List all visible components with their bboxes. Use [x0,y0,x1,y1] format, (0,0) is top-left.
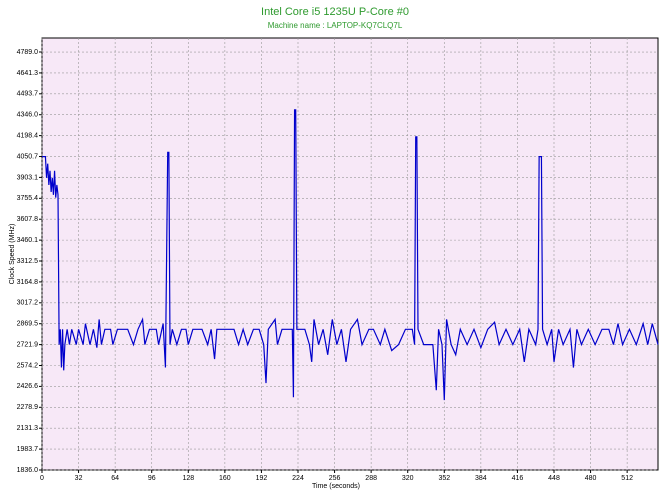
x-tick-label: 448 [548,475,560,482]
y-axis-label: Clock Speed (MHz) [9,224,16,285]
x-tick-label: 288 [365,475,377,482]
data-line [42,109,659,401]
x-tick-label: 512 [621,475,633,482]
y-tick-label: 1836.0 [17,467,39,474]
chart-subtitle: Machine name : LAPTOP-KQ7CLQ7L [268,21,403,30]
x-tick-label: 320 [402,475,414,482]
x-tick-label: 160 [219,475,231,482]
x-tick-label: 0 [40,475,44,482]
x-tick-label: 480 [585,475,597,482]
y-tick-label: 4050.7 [17,153,39,160]
x-tick-label: 192 [256,475,268,482]
x-tick-label: 224 [292,475,304,482]
y-tick-label: 2278.9 [17,404,39,411]
y-tick-label: 2721.9 [17,341,39,348]
y-tick-label: 3460.1 [17,237,39,244]
x-tick-label: 256 [329,475,341,482]
y-tick-label: 2869.5 [17,321,39,328]
y-tick-label: 3312.5 [17,258,39,265]
y-tick-label: 2131.3 [17,425,39,432]
x-axis-label: Time (seconds) [312,483,360,490]
y-tick-label: 3607.8 [17,216,39,223]
plot-area [41,37,659,471]
y-tick-label: 4346.0 [17,112,39,119]
y-tick-label: 4789.0 [17,49,39,56]
x-tick-label: 128 [182,475,194,482]
x-tick-label: 32 [75,475,83,482]
x-tick-label: 64 [111,475,119,482]
y-tick-label: 4493.7 [17,91,39,98]
y-tick-label: 3017.2 [17,300,39,307]
x-tick-label: 416 [512,475,524,482]
chart-title: Intel Core i5 1235U P-Core #0 [261,6,409,18]
y-tick-label: 4641.3 [17,70,39,77]
y-tick-label: 2426.6 [17,383,39,390]
x-tick-label: 96 [148,475,156,482]
y-tick-label: 3164.8 [17,279,39,286]
y-tick-label: 3903.1 [17,174,39,181]
x-tick-label: 352 [438,475,450,482]
y-tick-label: 3755.4 [17,195,39,202]
y-tick-label: 4198.4 [17,132,39,139]
y-tick-label: 1983.7 [17,446,39,453]
x-tick-label: 384 [475,475,487,482]
y-tick-label: 2574.2 [17,362,39,369]
